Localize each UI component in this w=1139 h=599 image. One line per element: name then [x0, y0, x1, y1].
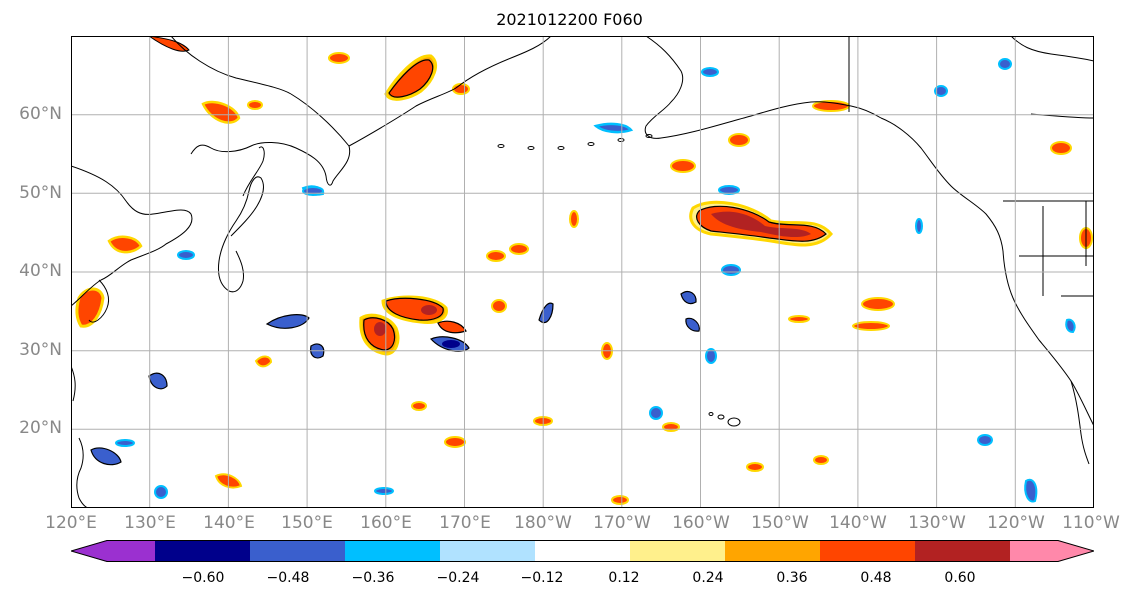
political-borders: [848, 36, 1094, 297]
coastlines: [71, 36, 1094, 508]
lon-label-170e: 170°E: [439, 513, 491, 533]
colorbar-tick-012: 0.12: [608, 570, 640, 586]
map-frame: [71, 36, 1094, 508]
colorbar-segment: [250, 540, 346, 562]
lat-label-60n: 60°N: [19, 104, 62, 124]
colorbar-tick-neg-060: −0.60: [181, 570, 225, 586]
colorbar-tick-024: 0.24: [692, 570, 724, 586]
colorbar-segment: [155, 540, 251, 562]
lon-label-120e: 120°E: [45, 513, 97, 533]
lon-label-180w: 180°W: [514, 513, 572, 533]
positive-blob-central: [359, 295, 470, 356]
lat-label-50n: 50°N: [19, 183, 62, 203]
lat-label-40n: 40°N: [19, 261, 62, 281]
graticule: [71, 36, 1094, 508]
colorbar-segment: [820, 540, 916, 562]
colorbar-tick-neg-012: −0.12: [520, 570, 564, 586]
colorbar-outline: [71, 540, 1094, 562]
colorbar-tick-neg-036: −0.36: [351, 570, 395, 586]
lat-label-20n: 20°N: [19, 418, 62, 438]
lon-label-130w: 130°W: [908, 513, 966, 533]
colorbar-tick-036: 0.36: [776, 570, 808, 586]
positive-blob-west: [75, 235, 273, 489]
colorbar: [71, 540, 1094, 562]
colorbar-tick-neg-048: −0.48: [266, 570, 310, 586]
colorbar-segments: [71, 540, 1094, 562]
lon-label-140e: 140°E: [203, 513, 255, 533]
aleutian-islands: [497, 134, 653, 150]
lon-label-150e: 150°E: [281, 513, 333, 533]
lon-label-110w: 110°W: [1062, 513, 1120, 533]
colorbar-segment: [915, 540, 1011, 562]
colorbar-tick-048: 0.48: [860, 570, 892, 586]
map-title: 2021012200 F060: [496, 10, 643, 29]
lon-label-120w: 120°W: [987, 513, 1045, 533]
lon-label-140w: 140°W: [829, 513, 887, 533]
colorbar-segment: [345, 540, 441, 562]
colorbar-segment: [725, 540, 821, 562]
colorbar-segment: [630, 540, 726, 562]
colorbar-segment: [535, 540, 631, 562]
positive-blob-north: [148, 36, 437, 124]
colorbar-tick-neg-024: −0.24: [436, 570, 480, 586]
colorbar-segment: [1010, 540, 1094, 562]
colorbar-tick-060: 0.60: [944, 570, 976, 586]
colorbar-segment: [440, 540, 536, 562]
colorbar-segment: [71, 540, 155, 562]
lon-label-130e: 130°E: [124, 513, 176, 533]
lat-label-30n: 30°N: [19, 340, 62, 360]
forecast-map: [71, 36, 1094, 508]
lon-label-160w: 160°W: [672, 513, 730, 533]
lon-label-150w: 150°W: [751, 513, 809, 533]
lon-label-160e: 160°E: [360, 513, 412, 533]
positive-streak-east-pacific: [689, 200, 833, 247]
lon-label-170w: 170°W: [593, 513, 651, 533]
